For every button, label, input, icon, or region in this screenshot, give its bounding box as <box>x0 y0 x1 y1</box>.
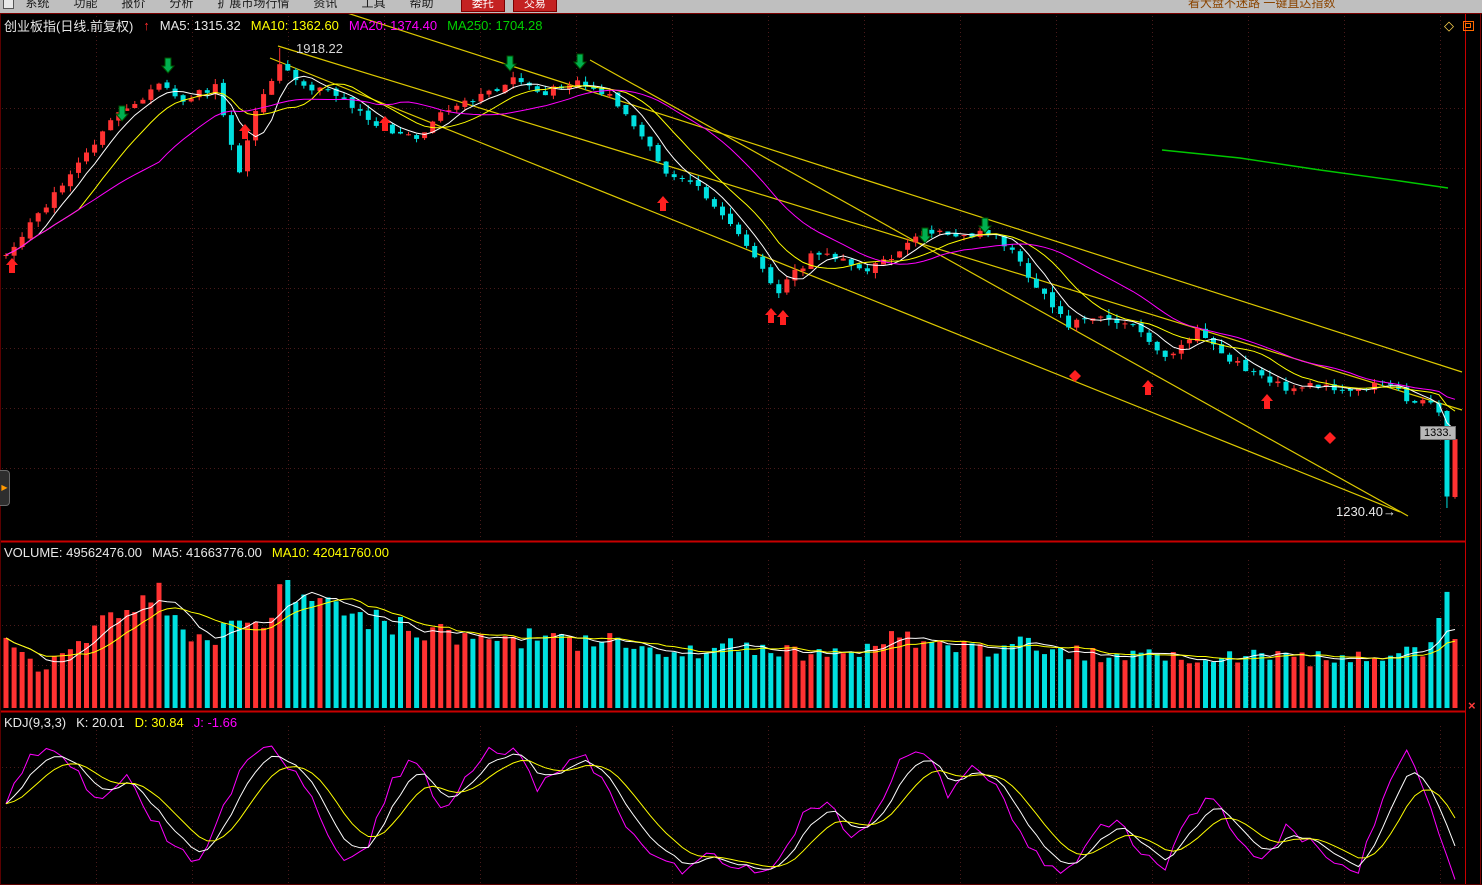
menubar-item[interactable]: 工具 <box>361 0 386 10</box>
red-up-arrow-icon <box>239 124 251 139</box>
ma250-label: MA250: 1704.28 <box>447 18 543 33</box>
trend-up-arrow-icon: ↑ <box>143 18 150 33</box>
menubar-button[interactable]: 交易 <box>512 0 557 12</box>
gridlines <box>2 16 1464 883</box>
volume-titlebar: VOLUME: 49562476.00 MA5: 41663776.00 MA1… <box>4 545 389 560</box>
app-icon[interactable] <box>3 0 14 9</box>
candlesticks <box>3 48 1458 508</box>
green-down-arrow-icon <box>160 57 176 74</box>
menubar-item[interactable]: 扩展市场行情 <box>217 0 290 10</box>
green-down-arrow-icon <box>502 55 518 72</box>
menubar-items: 系统 功能 报价 分析 扩展市场行情 资讯 工具 帮助 <box>25 0 457 10</box>
trendlines[interactable] <box>269 12 1463 517</box>
chart-title: 创业板指(日线.前复权) <box>4 19 134 34</box>
menubar-item[interactable]: 资讯 <box>313 0 338 10</box>
red-diamond-icon <box>1069 370 1081 382</box>
kdj-label: KDJ(9,3,3) <box>4 715 67 730</box>
diamond-icon[interactable]: ◇ <box>1444 18 1454 33</box>
red-up-arrow-icon <box>777 310 789 325</box>
menubar-item[interactable]: 系统 <box>25 0 50 10</box>
green-down-arrow-icon <box>114 105 130 122</box>
menubar-button[interactable]: 委托 <box>460 0 505 12</box>
menubar-item[interactable]: 报价 <box>121 0 146 10</box>
kdj-k-label: K: 20.01 <box>76 715 125 730</box>
red-up-arrow-icon <box>1261 394 1273 409</box>
volume-label: VOLUME: 49562476.00 <box>4 545 143 560</box>
kdj-d-label: D: 30.84 <box>134 715 184 730</box>
volume-ma10-label: MA10: 42041760.00 <box>271 545 390 560</box>
signal-markers <box>6 53 1336 444</box>
menubar: 系统 功能 报价 分析 扩展市场行情 资讯 工具 帮助 委托 交易 看大盘不迷路 一键直达指数 <box>0 0 1482 13</box>
red-up-arrow-icon <box>765 308 777 323</box>
red-up-arrow-icon <box>657 196 669 211</box>
green-down-arrow-icon <box>572 53 588 70</box>
red-up-arrow-icon <box>1142 380 1154 395</box>
volume-bars <box>3 580 1458 708</box>
close-icon[interactable]: × <box>1468 698 1476 713</box>
volume-ma5-label: MA5: 41663776.00 <box>152 545 262 560</box>
menubar-ad-text[interactable]: 看大盘不迷路 一键直达指数 <box>1188 0 1336 10</box>
green-down-arrow-icon <box>977 217 993 234</box>
period-low-label: 1230.40→ <box>1336 504 1396 519</box>
red-up-arrow-icon <box>6 258 18 273</box>
green-down-arrow-icon <box>917 227 933 244</box>
menubar-item[interactable]: 帮助 <box>409 0 434 10</box>
menubar-item[interactable]: 功能 <box>73 0 98 10</box>
menubar-buttons: 委托 交易 <box>460 0 565 12</box>
period-high-label: 1918.22 <box>296 41 343 56</box>
ma-lines <box>5 75 1456 431</box>
red-up-arrow-icon <box>379 116 391 131</box>
left-panel-expand-tab[interactable]: ▶ <box>0 470 10 506</box>
ma20-label: MA20: 1374.40 <box>348 18 438 33</box>
red-diamond-icon <box>1324 432 1336 444</box>
menubar-item[interactable]: 分析 <box>169 0 194 10</box>
kdj-lines <box>5 745 1456 880</box>
last-price-tag: 1333. <box>1420 426 1456 440</box>
ma10-label: MA10: 1362.60 <box>250 18 339 33</box>
kdj-j-label: J: -1.66 <box>193 715 238 730</box>
main-chart-titlebar: 创业板指(日线.前复权) ↑ MA5: 1315.32 MA10: 1362.6… <box>4 16 543 35</box>
ma5-label: MA5: 1315.32 <box>159 18 241 33</box>
kdj-titlebar: KDJ(9,3,3) K: 20.01 D: 30.84 J: -1.66 <box>4 715 237 730</box>
window-layout-icon[interactable] <box>1463 21 1474 31</box>
